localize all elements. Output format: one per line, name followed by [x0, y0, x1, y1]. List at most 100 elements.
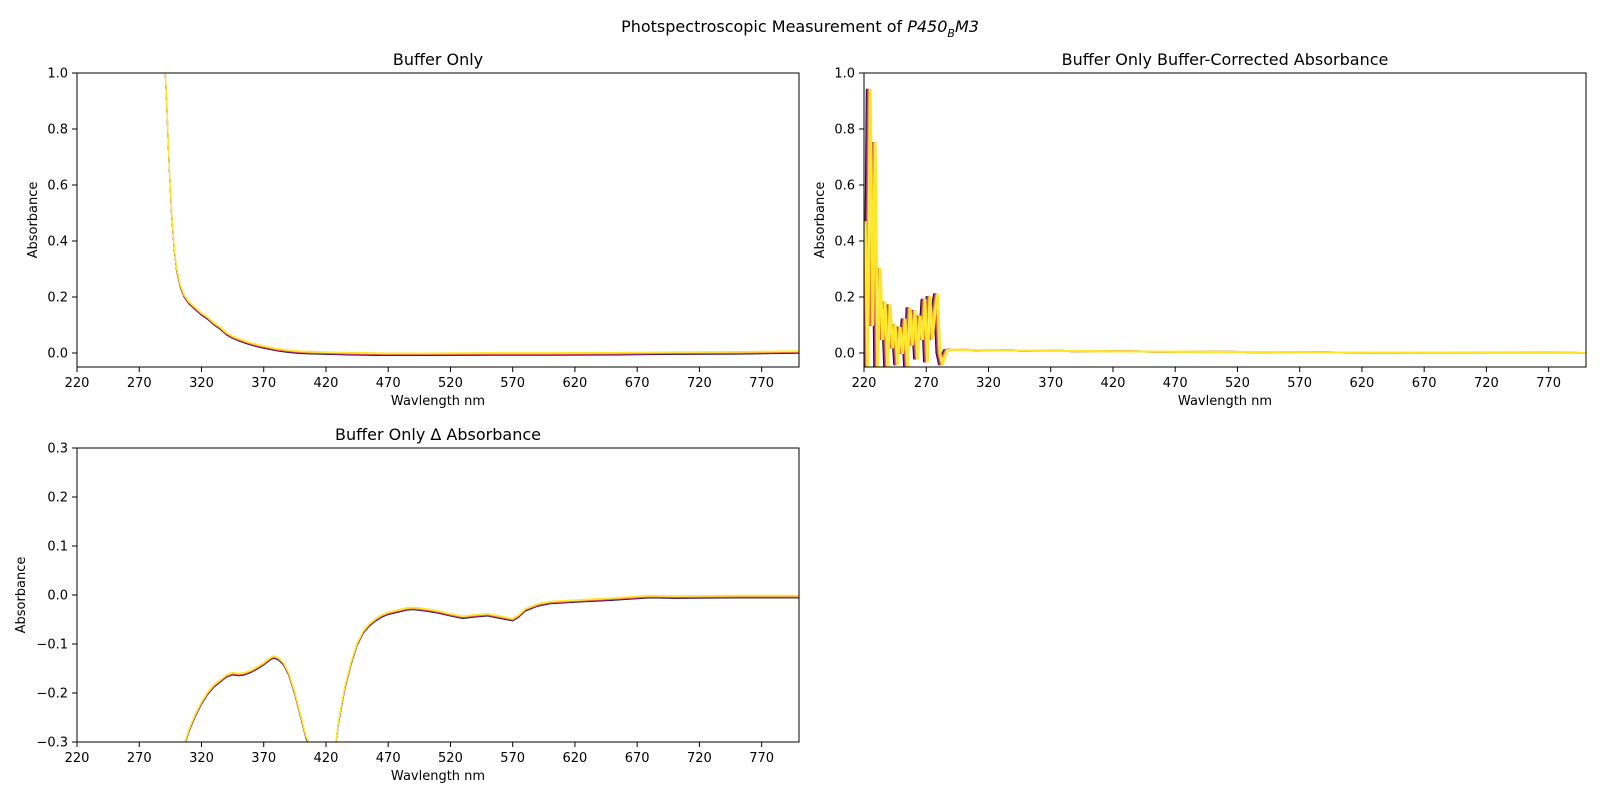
series-line [184, 655, 310, 742]
x-tick-label: 620 [563, 751, 588, 766]
x-tick-label: 470 [1163, 376, 1188, 391]
x-tick-label: 670 [1412, 376, 1437, 391]
series-line [864, 88, 1586, 367]
y-tick-label: −0.2 [36, 687, 68, 702]
series-line [164, 73, 799, 354]
y-tick-label: 1.0 [47, 67, 68, 82]
series-line [164, 73, 799, 355]
x-tick-label: 420 [1101, 376, 1126, 391]
x-tick-label: 420 [314, 751, 339, 766]
panel-title: Buffer Only [393, 50, 483, 69]
series-line [164, 74, 799, 357]
series-line [335, 595, 799, 742]
y-tick-label: 0.8 [834, 123, 855, 138]
figure-title-text: Photspectroscopic Measurement of [621, 17, 907, 36]
series-line [164, 74, 799, 356]
plot-frame [76, 72, 800, 368]
x-tick-label: 670 [625, 376, 650, 391]
x-tick-label: 620 [563, 376, 588, 391]
x-tick-label: 770 [749, 376, 774, 391]
figure-title: Photspectroscopic Measurement of P450BM3 [621, 17, 979, 40]
panel-buffer-corrected: Buffer Only Buffer-Corrected Absorbance 2… [813, 50, 1587, 409]
x-tick-label: 320 [189, 751, 214, 766]
series-line [864, 88, 1586, 367]
panels: Buffer Only 220 270 320 370 420 470 520 570 620 67… [14, 50, 1587, 784]
y-tick-label: 1.0 [834, 67, 855, 82]
y-tick-label: 0.2 [834, 291, 855, 306]
x-tick-label: 220 [65, 376, 90, 391]
x-tick-label: 720 [1474, 376, 1499, 391]
y-tick-label: 0.2 [47, 291, 68, 306]
panel-delta-absorbance: Buffer Only Δ Absorbance 220 270 320 370 420 4… [14, 425, 800, 784]
figure-title-math-sub: B [947, 27, 955, 40]
y-tick-label: 0.8 [47, 123, 68, 138]
x-tick-label: 770 [749, 751, 774, 766]
x-tick-label: 320 [189, 376, 214, 391]
series-line [335, 596, 799, 742]
y-tick-label: 0.0 [47, 347, 68, 362]
x-tick-label: 270 [127, 751, 152, 766]
x-axis-label: Wavlength nm [1178, 394, 1272, 409]
series-line [864, 88, 1586, 367]
series-line [864, 88, 1585, 367]
series-line [335, 595, 799, 742]
x-tick-label: 770 [1536, 376, 1561, 391]
series-line [164, 73, 799, 355]
x-tick-label: 670 [625, 751, 650, 766]
y-tick-label: 0.2 [47, 491, 68, 506]
x-tick-label: 520 [1225, 376, 1250, 391]
x-tick-label: 420 [314, 376, 339, 391]
y-tick-label: −0.3 [36, 736, 68, 751]
series-line [335, 596, 799, 742]
series-line [864, 88, 1586, 367]
series-line [164, 73, 799, 355]
series-line [864, 88, 1586, 367]
figure-title-math-tail: M3 [955, 17, 979, 36]
x-tick-label: 220 [65, 751, 90, 766]
y-axis-label: Absorbance [26, 182, 41, 259]
y-axis-label: Absorbance [14, 557, 29, 634]
series-line [335, 596, 799, 742]
x-tick-label: 370 [1038, 376, 1063, 391]
x-tick-label: 570 [500, 751, 525, 766]
series-line [335, 594, 799, 742]
x-axis-label: Wavlength nm [391, 769, 485, 784]
x-tick-label: 470 [376, 751, 401, 766]
panel-title: Buffer Only Δ Absorbance [335, 425, 541, 444]
x-tick-label: 370 [251, 751, 276, 766]
x-tick-label: 320 [976, 376, 1001, 391]
x-tick-label: 520 [438, 751, 463, 766]
figure-title-math-base: P450 [907, 17, 947, 36]
series-group [164, 73, 799, 357]
series-group [184, 594, 799, 742]
x-tick-label: 620 [1350, 376, 1375, 391]
y-tick-label: 0.4 [47, 235, 68, 250]
x-tick-label: 520 [438, 376, 463, 391]
series-line [864, 88, 1585, 367]
x-tick-label: 370 [251, 376, 276, 391]
y-tick-label: −0.1 [36, 638, 68, 653]
y-tick-label: 0.4 [834, 235, 855, 250]
x-tick-label: 220 [852, 376, 877, 391]
x-tick-label: 570 [1287, 376, 1312, 391]
x-tick-label: 270 [127, 376, 152, 391]
x-tick-label: 720 [687, 751, 712, 766]
plot-frame [863, 72, 1587, 368]
series-line [335, 595, 799, 742]
series-line [164, 73, 799, 356]
y-tick-label: 0.3 [47, 442, 68, 457]
series-line [164, 73, 799, 355]
series-line [864, 88, 1586, 367]
y-tick-label: 0.0 [47, 589, 68, 604]
y-tick-label: 0.1 [47, 540, 68, 555]
series-line [164, 73, 799, 356]
y-axis-label: Absorbance [813, 182, 828, 259]
x-tick-label: 470 [376, 376, 401, 391]
panel-title: Buffer Only Buffer-Corrected Absorbance [1062, 50, 1389, 69]
series-group [864, 88, 1586, 367]
x-tick-label: 570 [500, 376, 525, 391]
x-axis-label: Wavlength nm [391, 394, 485, 409]
series-line [864, 88, 1584, 367]
panel-buffer-only: Buffer Only 220 270 320 370 420 470 520 570 620 67… [26, 50, 800, 409]
